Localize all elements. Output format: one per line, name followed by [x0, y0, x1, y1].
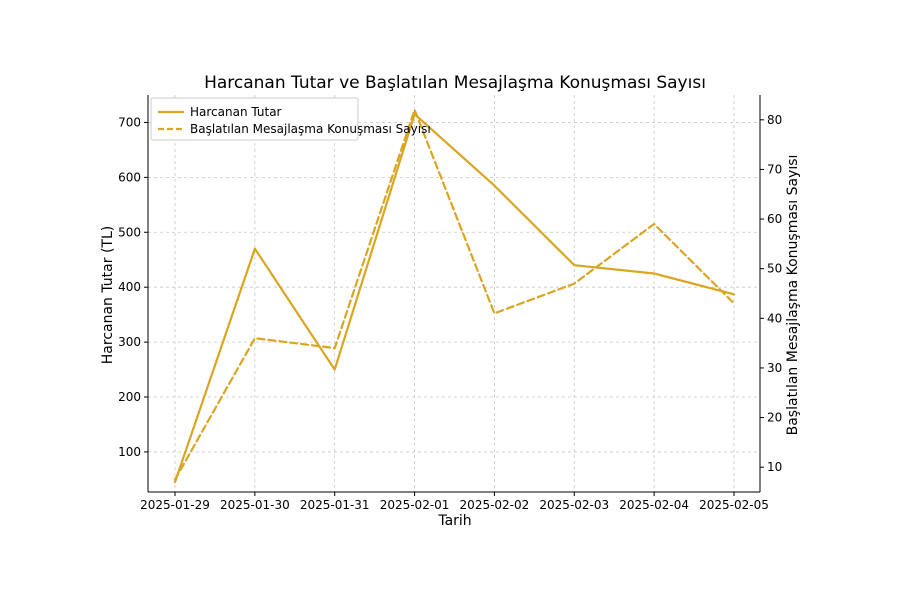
x-tick-label: 2025-01-30	[220, 498, 290, 512]
y-axis-right-title: Başlatılan Mesajlaşma Konuşması Sayısı	[785, 155, 801, 436]
legend-box	[150, 97, 359, 141]
legend-label: Harcanan Tutar	[190, 105, 282, 119]
y-right-tick-label: 70	[767, 162, 782, 176]
legend: Harcanan Tutar Başlatılan Mesajlaşma Konu…	[150, 97, 431, 141]
legend-label: Başlatılan Mesajlaşma Konuşması Sayısı	[190, 122, 431, 136]
y-right-tick-label: 50	[767, 262, 782, 276]
x-tick-label: 2025-02-04	[619, 498, 689, 512]
series-line-messages	[173, 108, 736, 481]
y-left-tick-label: 500	[118, 225, 141, 239]
y-right-tick-label: 30	[767, 361, 782, 375]
x-axis-title: Tarih	[437, 513, 471, 529]
y-left-tick-label: 700	[118, 115, 141, 129]
y-right-tick-label: 10	[767, 460, 782, 474]
series-line-spend	[173, 113, 736, 484]
y-left-tick-label: 400	[118, 280, 141, 294]
y-left-tick-label: 300	[118, 335, 141, 349]
y-right-tick-label: 80	[767, 113, 782, 127]
y-right-tick-label: 60	[767, 212, 782, 226]
x-tick-label: 2025-02-05	[699, 498, 769, 512]
x-tick-label: 2025-01-29	[140, 498, 210, 512]
x-tick-label: 2025-01-31	[300, 498, 370, 512]
y-right-tick-label: 20	[767, 411, 782, 425]
axes: 2025-01-29 2025-01-30 2025-01-31 2025-02-01…	[118, 95, 782, 512]
y-axis-left-title: Harcanan Tutar (TL)	[100, 226, 116, 364]
x-tick-label: 2025-02-03	[539, 498, 609, 512]
x-tick-label: 2025-02-01	[380, 498, 450, 512]
series-lines	[173, 108, 736, 484]
y-left-tick-label: 100	[118, 445, 141, 459]
x-tick-label: 2025-02-02	[460, 498, 530, 512]
chart-title: Harcanan Tutar ve Başlatılan Mesajlaşma …	[204, 73, 706, 93]
grid	[148, 95, 760, 492]
y-left-tick-label: 200	[118, 390, 141, 404]
y-left-tick-label: 600	[118, 170, 141, 184]
y-right-tick-label: 40	[767, 311, 782, 325]
